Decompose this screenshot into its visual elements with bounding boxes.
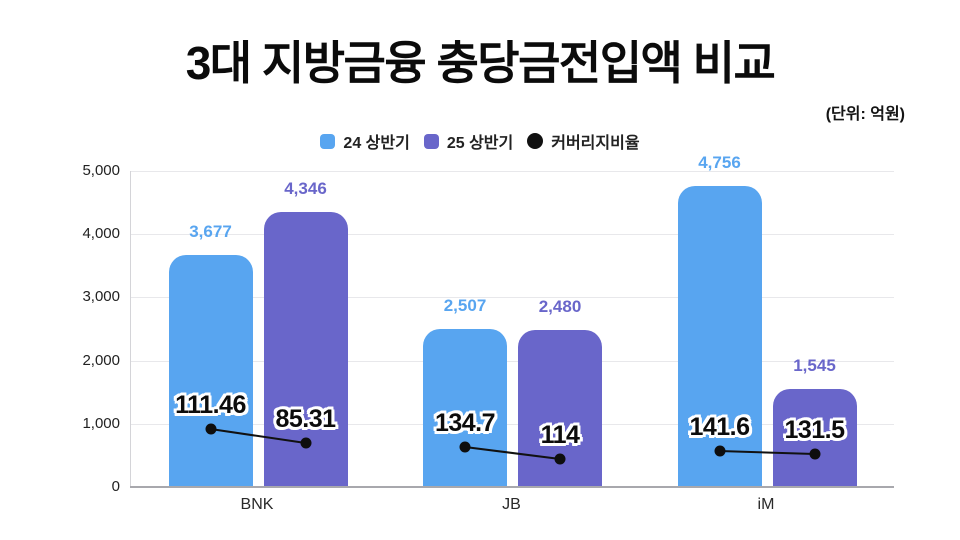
coverage-dot [459,441,471,453]
coverage-ratio-label: 134.7 [434,409,496,437]
coverage-dot [809,448,820,460]
y-tick-label: 5,000 [82,162,120,179]
bar-value-label: 1,545 [793,356,836,376]
x-category-label: BNK [240,496,274,513]
coverage-ratio-label: 131.5 [784,416,845,444]
x-category-label: JB [502,496,521,513]
legend-item-25h1: 25 상반기 [423,129,514,153]
legend-marker-25h1-icon [423,133,439,149]
legend: 24 상반기 25 상반기 커버리지비율 [0,130,960,152]
y-tick-label: 0 [111,478,120,495]
y-tick-label: 1,000 [82,414,120,432]
coverage-connector-line [464,446,561,460]
bar-JB-24h1 [423,328,507,487]
legend-item-24h1: 24 상반기 [320,129,410,153]
chart-title: 3대 지방금융 충당금전입액 비교 [185,37,776,89]
coverage-ratio-label: 114 [540,421,580,449]
bar-iM-24h1 [677,186,762,487]
x-category-label: iM [757,496,775,513]
gridline [131,297,894,299]
legend-label-24h1: 24 상반기 [343,135,410,152]
coverage-dot [205,423,216,435]
bar-BNK-24h1 [168,254,253,487]
bar-iM-25h1 [772,389,857,487]
y-tick-label: 4,000 [82,225,120,243]
coverage-dot [554,453,566,465]
legend-item-coverage: 커버리지비율 [527,129,640,153]
x-axis-line [130,486,894,488]
coverage-ratio-label: 141.6 [689,413,750,441]
gridline [131,171,894,172]
legend-marker-24h1-icon [320,133,336,149]
gridline [131,360,894,362]
coverage-ratio-label: 85.31 [275,405,336,433]
legend-label-coverage: 커버리지비율 [551,135,640,152]
coverage-dot [300,437,311,449]
gridline [131,423,894,425]
coverage-line-layer [210,428,815,460]
bar-value-label: 4,346 [284,179,327,199]
legend-label-25h1: 25 상반기 [446,135,514,152]
coverage-connector-line [210,428,306,444]
coverage-ratio-label: 111.46 [175,391,246,419]
coverage-connector-line [719,450,815,455]
y-tick-label: 2,000 [82,351,120,369]
y-tick-label: 3,000 [82,288,120,306]
bar-value-label: 3,677 [189,221,232,241]
legend-marker-coverage-icon [527,133,544,149]
unit-label: (단위: 억원) [825,106,905,123]
bar-value-label: 2,480 [538,297,582,317]
bar-value-label: 2,507 [443,295,487,315]
plot-area: 3,677 2,507 4,756 4,346 2,480 1,545 111.46 85.3… [130,153,894,487]
coverage-dot [714,445,725,457]
bar-value-label: 4,756 [698,153,741,173]
gridline [131,234,894,236]
